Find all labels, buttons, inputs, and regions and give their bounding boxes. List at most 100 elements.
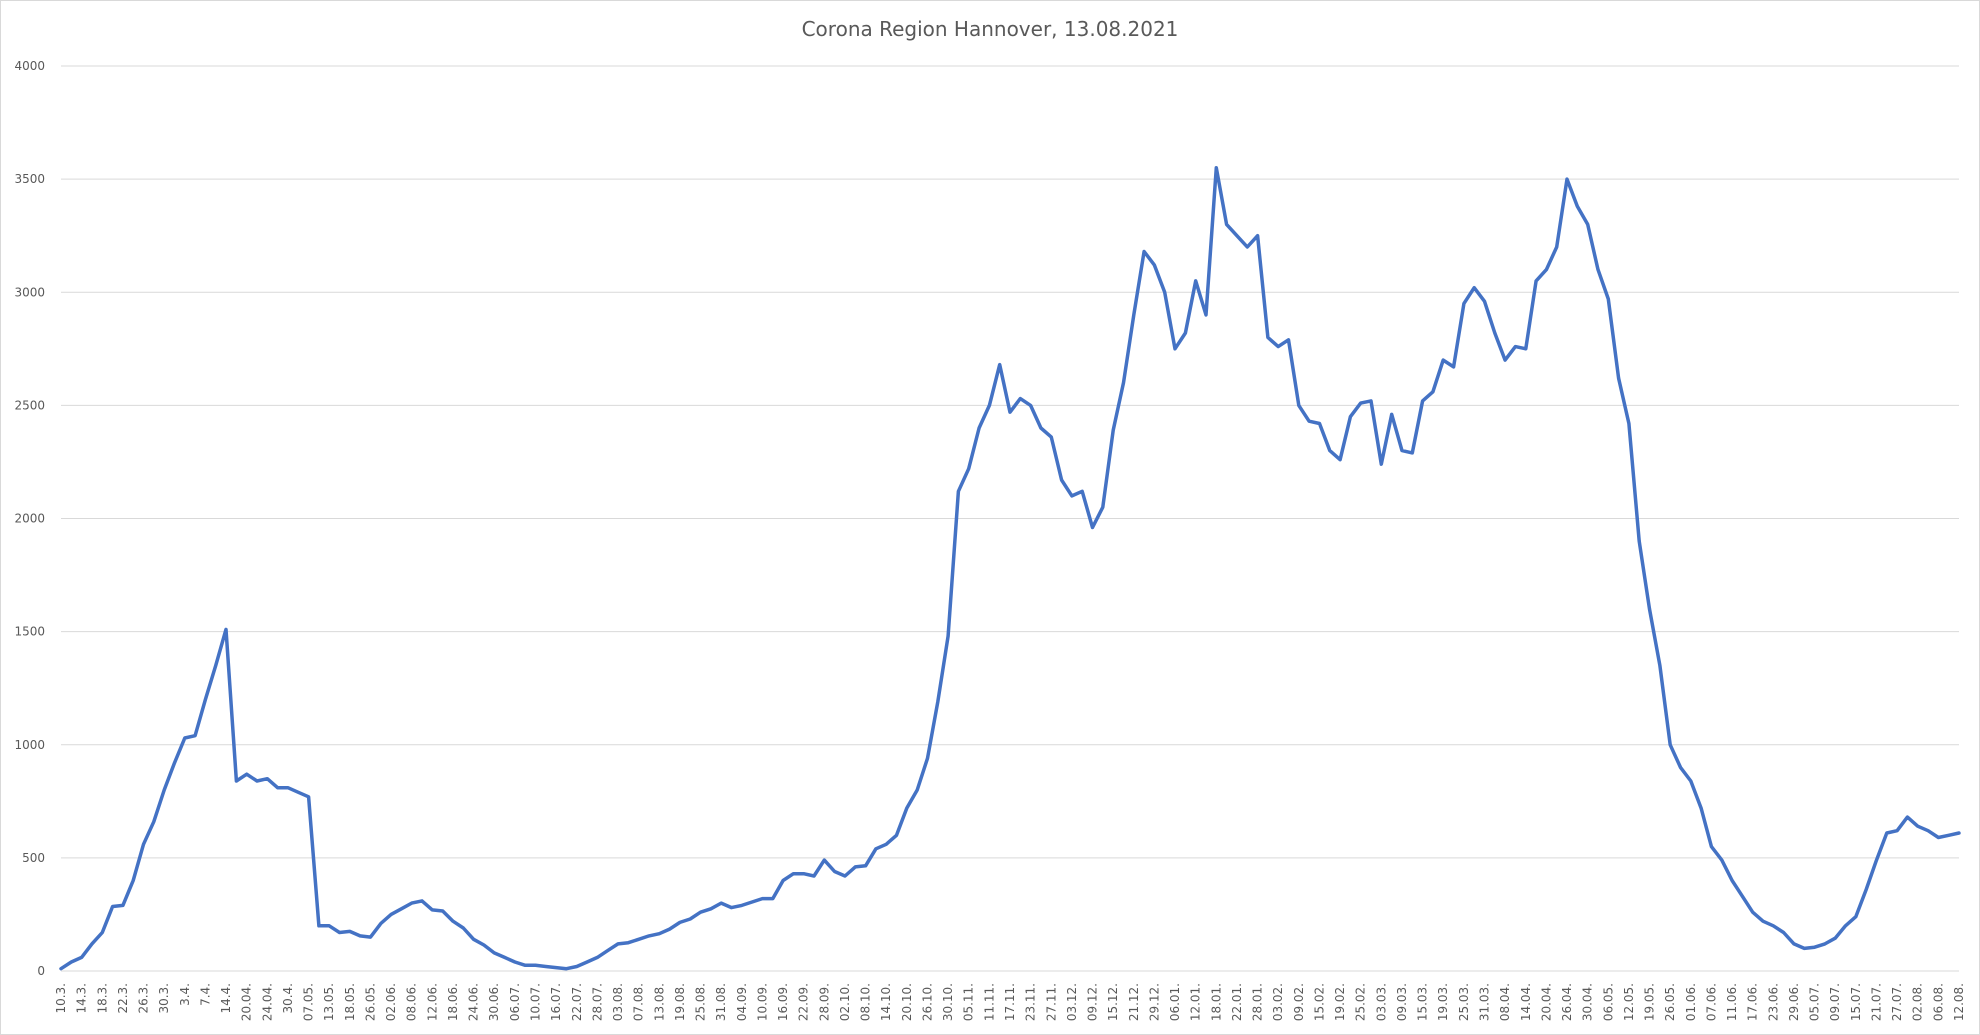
x-tick-label: 06.07. <box>508 983 522 1021</box>
x-tick-label: 18.01. <box>1209 983 1223 1021</box>
x-tick-label: 18.06. <box>446 983 460 1021</box>
x-tick-label: 10.09. <box>755 983 769 1021</box>
x-tick-label: 7.4. <box>198 983 212 1006</box>
y-tick-label: 1000 <box>14 738 45 752</box>
x-tick-label: 14.4. <box>219 983 233 1014</box>
x-tick-label: 21.12. <box>1127 983 1141 1021</box>
x-tick-label: 02.08. <box>1911 983 1925 1021</box>
y-tick-label: 0 <box>37 964 45 978</box>
x-tick-label: 17.06. <box>1746 983 1760 1021</box>
x-tick-label: 15.12. <box>1106 983 1120 1021</box>
x-tick-label: 05.11. <box>962 983 976 1021</box>
x-tick-label: 12.01. <box>1189 983 1203 1021</box>
x-tick-label: 14.3. <box>75 983 89 1014</box>
x-tick-label: 30.3. <box>157 983 171 1014</box>
x-tick-label: 11.11. <box>982 983 996 1021</box>
x-tick-label: 02.10. <box>838 983 852 1021</box>
x-tick-label: 3.4. <box>178 983 192 1006</box>
x-tick-label: 29.12. <box>1147 983 1161 1021</box>
x-tick-label: 22.01. <box>1230 983 1244 1021</box>
x-tick-label: 13.08. <box>652 983 666 1021</box>
x-tick-label: 27.11. <box>1044 983 1058 1021</box>
x-tick-label: 18.05. <box>343 983 357 1021</box>
x-tick-label: 08.04. <box>1498 983 1512 1021</box>
x-tick-label: 10.07. <box>529 983 543 1021</box>
x-tick-label: 09.02. <box>1292 983 1306 1021</box>
x-tick-label: 28.01. <box>1251 983 1265 1021</box>
x-tick-label: 10.3. <box>54 983 68 1014</box>
x-tick-label: 14.10. <box>879 983 893 1021</box>
x-tick-label: 23.11. <box>1024 983 1038 1021</box>
x-tick-label: 15.07. <box>1849 983 1863 1021</box>
x-tick-label: 29.06. <box>1787 983 1801 1021</box>
x-tick-label: 12.08. <box>1952 983 1966 1021</box>
x-tick-label: 22.07. <box>570 983 584 1021</box>
x-tick-label: 22.09. <box>797 983 811 1021</box>
x-tick-label: 31.08. <box>714 983 728 1021</box>
x-tick-label: 07.06. <box>1704 983 1718 1021</box>
x-tick-label: 21.07. <box>1869 983 1883 1021</box>
x-tick-label: 03.02. <box>1271 983 1285 1021</box>
x-tick-label: 23.06. <box>1766 983 1780 1021</box>
data-line <box>59 166 1961 971</box>
x-tick-label: 25.03. <box>1457 983 1471 1021</box>
y-tick-label: 2500 <box>14 398 45 412</box>
x-tick-label: 26.3. <box>137 983 151 1014</box>
x-tick-label: 30.04. <box>1581 983 1595 1021</box>
x-tick-label: 27.07. <box>1890 983 1904 1021</box>
x-tick-label: 19.03. <box>1436 983 1450 1021</box>
x-tick-label: 20.04. <box>240 983 254 1021</box>
x-tick-label: 11.06. <box>1725 983 1739 1021</box>
x-tick-label: 09.12. <box>1086 983 1100 1021</box>
x-tick-label: 30.4. <box>281 983 295 1014</box>
x-tick-label: 01.06. <box>1684 983 1698 1021</box>
y-tick-label: 1500 <box>14 625 45 639</box>
x-tick-label: 16.09. <box>776 983 790 1021</box>
x-tick-label: 19.05. <box>1643 983 1657 1021</box>
x-tick-label: 28.07. <box>590 983 604 1021</box>
x-tick-label: 24.04. <box>260 983 274 1021</box>
y-tick-label: 2000 <box>14 512 45 526</box>
x-tick-label: 08.06. <box>405 983 419 1021</box>
x-tick-label: 15.02. <box>1312 983 1326 1021</box>
x-tick-label: 12.06. <box>425 983 439 1021</box>
x-tick-label: 17.11. <box>1003 983 1017 1021</box>
x-tick-label: 07.08. <box>632 983 646 1021</box>
chart-title: Corona Region Hannover, 13.08.2021 <box>802 17 1179 41</box>
y-tick-label: 500 <box>22 851 45 865</box>
x-tick-label: 09.07. <box>1828 983 1842 1021</box>
x-tick-label: 18.3. <box>95 983 109 1014</box>
x-tick-label: 26.04. <box>1560 983 1574 1021</box>
x-tick-label: 19.02. <box>1333 983 1347 1021</box>
x-tick-label: 12.05. <box>1622 983 1636 1021</box>
y-tick-label: 3500 <box>14 172 45 186</box>
x-tick-label: 28.09. <box>817 983 831 1021</box>
y-tick-label: 3000 <box>14 285 45 299</box>
y-tick-label: 4000 <box>14 59 45 73</box>
x-tick-label: 03.12. <box>1065 983 1079 1021</box>
x-tick-label: 04.09. <box>735 983 749 1021</box>
x-tick-label: 08.10. <box>859 983 873 1021</box>
x-tick-label: 05.07. <box>1808 983 1822 1021</box>
x-tick-label: 24.06. <box>467 983 481 1021</box>
x-tick-label: 14.04. <box>1519 983 1533 1021</box>
x-tick-label: 07.05. <box>302 983 316 1021</box>
x-tick-label: 16.07. <box>549 983 563 1021</box>
x-tick-label: 15.03. <box>1416 983 1430 1021</box>
x-tick-label: 31.03. <box>1478 983 1492 1021</box>
x-tick-label: 26.05. <box>1663 983 1677 1021</box>
x-tick-label: 30.10. <box>941 983 955 1021</box>
x-tick-label: 26.10. <box>920 983 934 1021</box>
x-tick-label: 06.05. <box>1601 983 1615 1021</box>
x-tick-label: 06.01. <box>1168 983 1182 1021</box>
x-tick-label: 26.05. <box>363 983 377 1021</box>
x-tick-label: 30.06. <box>487 983 501 1021</box>
x-tick-label: 19.08. <box>673 983 687 1021</box>
x-tick-label: 20.04. <box>1539 983 1553 1021</box>
x-tick-label: 06.08. <box>1931 983 1945 1021</box>
x-tick-label: 25.02. <box>1354 983 1368 1021</box>
x-tick-label: 22.3. <box>116 983 130 1014</box>
x-tick-label: 02.06. <box>384 983 398 1021</box>
